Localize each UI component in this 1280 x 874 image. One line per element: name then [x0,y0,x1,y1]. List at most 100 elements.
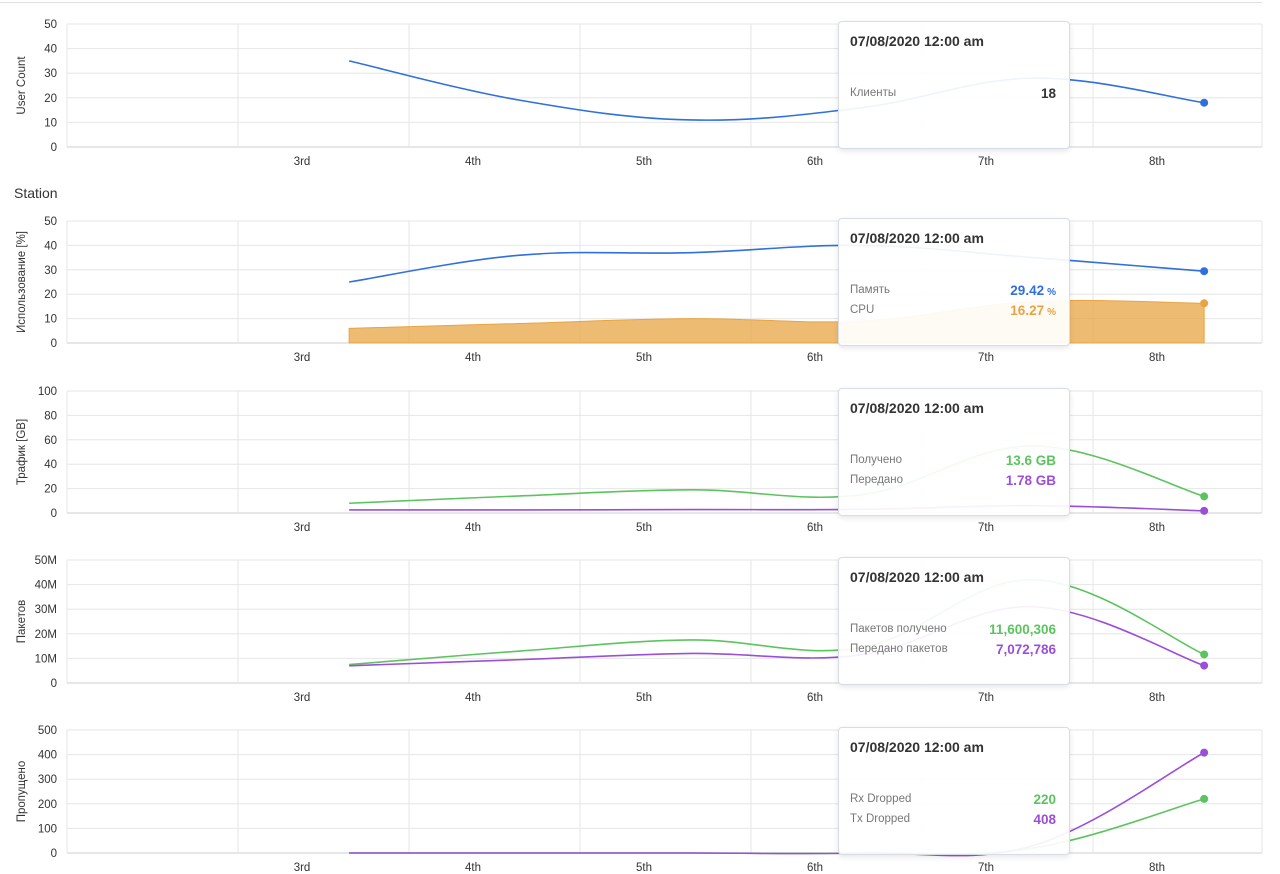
y-tick-label: 10M [35,653,57,665]
y-tick-label: 50M [35,555,57,567]
y-tick-label: 20M [35,629,57,641]
x-tick-label: 7th [978,692,994,704]
x-tick-label: 7th [978,522,994,534]
series-point[interactable] [1200,98,1209,107]
tooltip-value: 11,600,306 [989,622,1056,637]
tooltip-value: 16.27% [1010,303,1056,318]
y-tick-label: 40 [44,44,57,56]
series-line-1 [349,578,1205,666]
y-tick-label: 100 [38,386,57,398]
tooltip-label: Пакетов получено [850,623,947,635]
x-tick-label: 5th [636,692,652,704]
x-tick-label: 6th [807,692,823,704]
y-tick-label: 0 [51,678,57,690]
x-tick-label: 4th [465,156,481,168]
series-line-2 [349,504,1205,512]
y-axis-label: Использование [%] [16,231,28,333]
x-tick-label: 7th [978,352,994,364]
series-point[interactable] [1200,650,1209,659]
series-point[interactable] [1200,267,1209,276]
y-tick-label: 20 [44,93,57,105]
tooltip-label: CPU [850,304,875,316]
tooltip-value: 408 [1033,812,1056,827]
x-tick-label: 3rd [294,352,311,364]
tooltip-label: Передано [850,474,904,486]
tooltip-unit: % [1047,307,1056,318]
y-axis-label: Пропущено [16,761,28,823]
chart-panel-3: 0 20 40 60 80 100 3rd 4th 5th 6th 7th 8th Трафик [GB… [16,386,1263,534]
x-tick-label: 8th [1149,692,1165,704]
chart-panel-4: 0 10M 20M 30M 40M 50M 3rd 4th 5th 6th 7th 8th Пакето… [16,555,1263,704]
y-tick-label: 80 [44,410,57,422]
tooltip-value: 7,072,786 [995,642,1056,657]
x-tick-label: 3rd [294,522,311,534]
series-line-1 [348,60,1205,121]
y-tick-label: 100 [38,823,57,835]
y-tick-label: 0 [51,338,57,350]
tooltip-row: Tx Dropped 408 [850,812,1056,828]
x-tick-label: 4th [465,692,481,704]
y-axis-label: Трафик [GB] [16,419,28,485]
y-tick-label: 50 [44,216,57,228]
y-tick-label: 30 [44,68,57,80]
series-point[interactable] [1200,299,1209,308]
tooltip-label: Передано пакетов [850,643,948,655]
tooltip-row: Пакетов получено 11,600,306 [850,622,1056,638]
tooltip-title: 07/08/2020 12:00 am [850,569,984,585]
y-tick-label: 30 [44,265,57,277]
y-tick-label: 20 [44,289,57,301]
x-tick-label: 5th [636,156,652,168]
y-tick-label: 400 [38,750,57,762]
x-tick-label: 4th [465,352,481,364]
y-tick-label: 50 [44,19,57,31]
y-tick-label: 0 [51,508,57,520]
y-tick-label: 60 [44,435,57,447]
x-tick-label: 8th [1149,156,1165,168]
series-line-1 [349,244,1205,283]
tooltip-unit: % [1047,287,1056,298]
tooltip-value: 13.6 GB [1005,453,1056,468]
x-tick-label: 4th [465,522,481,534]
chart-panel-2: 0 10 20 30 40 50 3rd 4th 5th 6th 7th 8th Использован… [16,216,1263,364]
series-point[interactable] [1200,661,1209,670]
series-point[interactable] [1200,794,1209,803]
x-tick-label: 3rd [294,692,311,704]
tooltip-row: CPU 16.27% [850,303,1056,319]
tooltip-value: 1.78 GB [1005,473,1056,488]
tooltip-row: Rx Dropped 220 [850,792,1056,808]
tooltip-row: Память 29.42% [850,283,1056,299]
y-tick-label: 30M [35,604,57,616]
y-tick-label: 500 [38,725,57,737]
series-point[interactable] [1200,748,1209,757]
tooltip-value: 18 [1040,86,1056,101]
chart-panel-1: 0 10 20 30 40 50 3rd 4th 5th 6th 7th 8th User Count [16,19,1263,168]
section-title: Station [14,185,58,201]
chart-tooltip: 07/08/2020 12:00 am Пакетов получено 11,60… [838,557,1070,685]
tooltip-label: Получено [850,454,903,466]
y-tick-label: 40 [44,240,57,252]
chart-tooltip: 07/08/2020 12:00 am Клиенты 18 [838,21,1070,149]
series-point[interactable] [1200,506,1209,515]
top-divider [0,2,1262,3]
chart-tooltip: 07/08/2020 12:00 am Rx Dropped 220 Tx Dropp… [838,727,1070,855]
series-line-2 [349,605,1205,667]
y-tick-label: 40 [44,459,57,471]
y-axis-label: Пакетов [16,600,28,643]
x-tick-label: 8th [1149,352,1165,364]
series-point[interactable] [1200,492,1209,501]
tooltip-title: 07/08/2020 12:00 am [850,400,984,416]
series-line-1 [349,445,1205,505]
series-line-1 [349,798,1205,855]
x-tick-label: 3rd [294,862,311,874]
tooltip-row: Получено 13.6 GB [850,453,1056,469]
tooltip-row: Передано 1.78 GB [850,473,1056,489]
y-axis-label: User Count [16,56,28,115]
tooltip-value: 220 [1033,792,1056,807]
tooltip-title: 07/08/2020 12:00 am [850,739,984,755]
x-tick-label: 5th [636,522,652,534]
tooltip-value: 29.42% [1010,283,1056,298]
tooltip-title: 07/08/2020 12:00 am [850,33,984,49]
x-tick-label: 6th [807,156,823,168]
x-tick-label: 5th [636,862,652,874]
